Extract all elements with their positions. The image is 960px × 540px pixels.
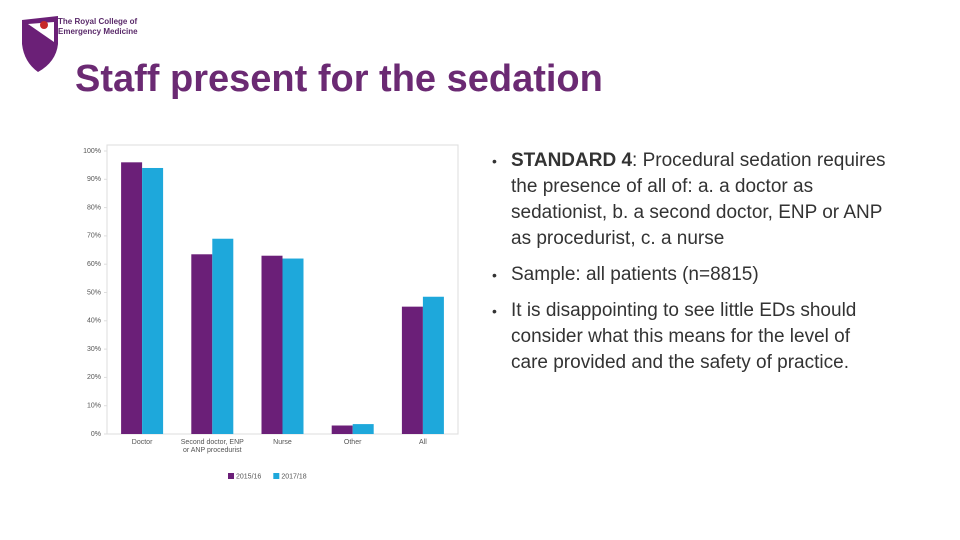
bar	[352, 424, 374, 434]
bullet: Sample: all patients (n=8815)	[490, 262, 890, 288]
bar	[261, 255, 283, 434]
logo-text: The Royal College of	[58, 17, 138, 26]
bar	[331, 425, 353, 434]
y-tick-label: 70%	[87, 233, 101, 240]
logo	[22, 16, 58, 72]
logo-dot	[40, 21, 48, 29]
y-tick-label: 80%	[87, 204, 101, 211]
bullet: STANDARD 4: Procedural sedation requires…	[490, 148, 890, 252]
bullet: It is disappointing to see little EDs sh…	[490, 298, 890, 376]
bullet-label: STANDARD 4	[511, 150, 633, 171]
y-tick-label: 50%	[87, 289, 101, 296]
x-tick-label: Other	[343, 439, 362, 446]
bar	[401, 306, 423, 434]
x-tick-label: All	[419, 439, 427, 446]
y-tick-label: 60%	[87, 261, 101, 268]
bar	[212, 238, 234, 434]
bar	[142, 167, 164, 435]
x-tick-label: Second doctor, ENP or ANP procedurist	[180, 439, 244, 454]
y-tick-label: 90%	[87, 176, 101, 183]
chart: 0% 10% 20% 30% 40% 50% 60% 70% 80% 90% 100% 2015/16…	[83, 144, 459, 480]
bar	[121, 162, 143, 434]
x-tick-label: Nurse	[273, 439, 292, 446]
bullet-text: It is disappointing to see little EDs sh…	[511, 300, 857, 373]
logo-text: Emergency Medicine	[58, 27, 138, 36]
y-tick-label: 0%	[91, 431, 101, 438]
bar	[282, 258, 304, 434]
legend-swatch	[228, 473, 234, 479]
y-tick-label: 10%	[87, 403, 101, 410]
bullet-list: STANDARD 4: Procedural sedation requires…	[490, 148, 890, 386]
bar	[422, 296, 444, 434]
y-tick-label: 100%	[83, 148, 101, 155]
bullet-text: Sample: all patients (n=8815)	[511, 264, 759, 285]
legend-swatch	[273, 473, 280, 479]
logo-mark	[28, 22, 54, 42]
legend-label: 2015/16	[236, 473, 261, 480]
slide-title: Staff present for the sedation	[75, 58, 603, 100]
y-tick-label: 40%	[87, 318, 101, 325]
bar	[191, 254, 213, 434]
x-tick-label: Doctor	[131, 439, 153, 446]
bullet-text: : Procedural sedation requires the prese…	[511, 150, 886, 249]
y-tick-label: 20%	[87, 374, 101, 381]
y-tick-label: 30%	[87, 346, 101, 353]
legend-label: 2017/18	[281, 473, 306, 480]
